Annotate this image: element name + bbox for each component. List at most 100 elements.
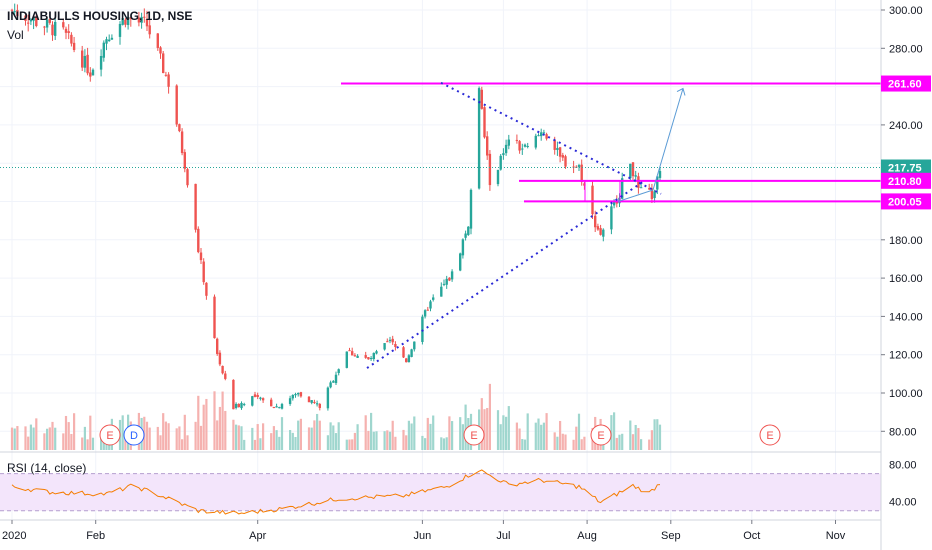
dividend-marker[interactable]: D (123, 424, 145, 446)
candle-body (259, 397, 262, 399)
volume-bar (156, 426, 159, 450)
volume-bar (178, 426, 181, 450)
volume-bar (221, 391, 224, 450)
candle-body (610, 206, 613, 230)
volume-bar (521, 439, 524, 450)
volume-bar (534, 422, 537, 450)
candle-body (51, 24, 54, 36)
volume-bar (445, 437, 448, 450)
volume-bar (197, 395, 200, 450)
x-tick-label: Nov (826, 530, 846, 542)
volume-bar (542, 422, 545, 450)
volume-bar (618, 434, 621, 450)
earnings-marker[interactable]: E (759, 424, 781, 446)
volume-bar (629, 420, 632, 450)
candle-body (658, 171, 662, 178)
projection-arrow (617, 88, 684, 202)
volume-bar (364, 415, 367, 450)
candle-body (91, 69, 95, 76)
candle-body (32, 17, 35, 21)
candle-body (545, 134, 548, 139)
candle-body (556, 147, 559, 150)
volume-bar (232, 419, 235, 450)
volume-bar (480, 398, 483, 450)
candle-body (477, 88, 481, 189)
price-label-text: 217.75 (888, 163, 922, 175)
candle-body (118, 23, 122, 37)
volume-bar (329, 422, 332, 450)
volume-bar (46, 428, 49, 450)
candle-body (442, 283, 446, 285)
volume-bar (148, 427, 151, 450)
event-circle (463, 424, 485, 446)
candle-body (364, 355, 367, 358)
candles (10, 3, 662, 411)
volume-bar (83, 426, 86, 450)
candle-body (251, 396, 254, 406)
candle-body (553, 139, 556, 150)
candle-body (345, 351, 348, 368)
candle-body (35, 17, 38, 27)
volume-bar (650, 430, 653, 450)
volume-bar (313, 420, 316, 450)
y-tick-label: 180.00 (889, 235, 923, 247)
candle-body (81, 50, 84, 68)
candle-body (602, 229, 605, 237)
volume-bar (164, 421, 167, 450)
candle-body (186, 169, 189, 186)
candle-body (297, 393, 300, 395)
candle-body (218, 352, 222, 365)
candle-body (394, 344, 397, 348)
candle-body (429, 301, 432, 309)
y-tick-label: 300.00 (889, 5, 923, 17)
x-tick-label: Feb (86, 530, 105, 542)
volume-bar (413, 416, 416, 450)
candle-body (83, 55, 87, 68)
volume-bar (407, 420, 410, 450)
earnings-marker[interactable]: E (590, 424, 612, 446)
volume-bar (253, 439, 257, 450)
candle-body (299, 392, 303, 397)
candle-body (278, 407, 281, 409)
volume-bar (218, 406, 221, 450)
volume-bar (634, 424, 637, 450)
volume-bar (388, 431, 392, 450)
candle-body (383, 343, 386, 350)
candle-body (372, 352, 375, 360)
volume-bar (205, 398, 208, 450)
volume-bar (353, 432, 356, 450)
candle-body (348, 350, 351, 352)
candle-body (542, 132, 546, 134)
volume-bar (648, 439, 651, 450)
volume-bar (70, 433, 73, 450)
candle-body (126, 16, 130, 25)
earnings-marker[interactable]: E (463, 424, 485, 446)
candle-body (337, 369, 340, 374)
candle-body (591, 185, 594, 215)
candle-body (16, 10, 19, 17)
volume-bar (410, 423, 413, 450)
candle-body (353, 355, 357, 357)
candle-body (108, 39, 111, 42)
volume-bar (162, 413, 165, 450)
volume-bar (488, 383, 491, 450)
candle-body (216, 338, 219, 354)
volume-bar (459, 417, 462, 450)
earnings-marker[interactable]: E (99, 424, 121, 446)
volume-bar (442, 438, 446, 450)
volume-label: Vol (7, 28, 24, 42)
candle-body (637, 176, 640, 188)
candle-body (143, 16, 146, 18)
candle-body (45, 19, 49, 28)
candle-body (13, 11, 16, 13)
volume-bar (64, 415, 68, 450)
candle-body (486, 136, 489, 156)
candle-body (375, 351, 378, 354)
y-tick-label: 120.00 (889, 350, 923, 362)
volume-bar (405, 435, 408, 450)
event-letter: E (106, 430, 113, 442)
candle-body (483, 107, 486, 138)
volume-bar (224, 410, 227, 450)
